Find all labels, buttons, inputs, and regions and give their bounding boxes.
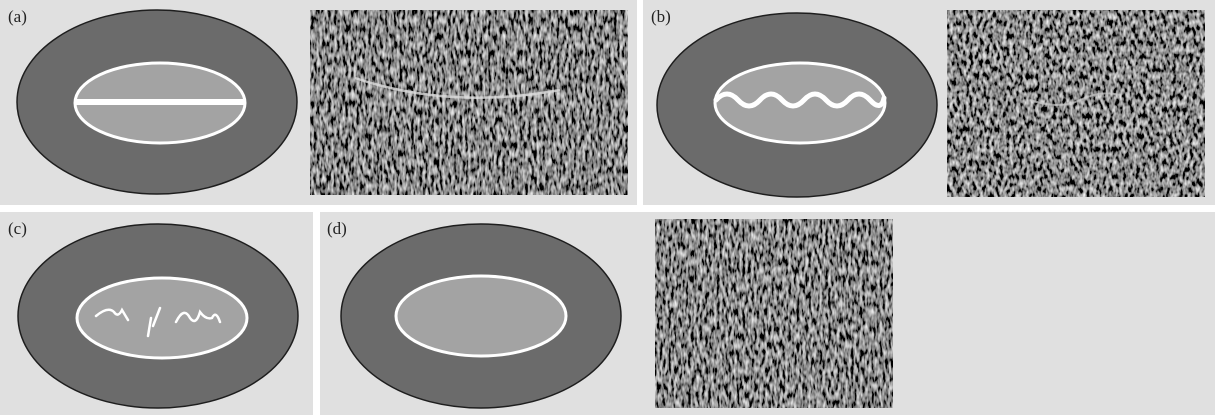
ultrasound-image <box>310 10 628 195</box>
panel-label: (a) <box>8 7 27 26</box>
ultrasound-image <box>947 10 1205 197</box>
panel-label: (d) <box>327 219 347 238</box>
panel-label: (c) <box>8 219 27 238</box>
ultrasound-image <box>655 219 893 408</box>
inner-ellipse <box>77 278 247 358</box>
inner-ellipse <box>396 276 566 356</box>
panel-label: (b) <box>651 7 671 26</box>
figure: (a) (b) (c) (d) <box>0 0 1215 415</box>
